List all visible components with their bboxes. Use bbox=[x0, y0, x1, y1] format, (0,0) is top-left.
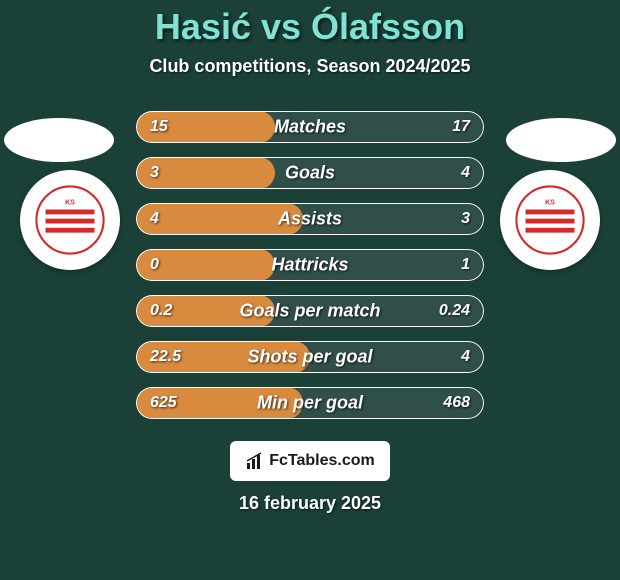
stat-row: 0 Hattricks 1 bbox=[136, 249, 484, 281]
stat-value-right: 1 bbox=[461, 256, 470, 274]
stat-row: 0.2 Goals per match 0.24 bbox=[136, 295, 484, 327]
svg-text:KS: KS bbox=[545, 200, 555, 207]
stat-value-right: 17 bbox=[452, 118, 470, 136]
stat-row: 22.5 Shots per goal 4 bbox=[136, 341, 484, 373]
stat-value-left: 22.5 bbox=[150, 348, 181, 366]
stat-label: Shots per goal bbox=[247, 347, 372, 368]
stat-label: Goals per match bbox=[239, 301, 380, 322]
stat-value-left: 15 bbox=[150, 118, 168, 136]
stat-value-right: 0.24 bbox=[439, 302, 470, 320]
stat-value-right: 4 bbox=[461, 164, 470, 182]
club-crest-right: KS bbox=[500, 170, 600, 270]
stat-value-left: 4 bbox=[150, 210, 159, 228]
crest-right-icon: KS bbox=[515, 185, 585, 255]
stat-value-left: 3 bbox=[150, 164, 159, 182]
stat-label: Hattricks bbox=[271, 255, 348, 276]
footer-logo: FcTables.com bbox=[230, 441, 390, 481]
stat-value-right: 468 bbox=[443, 394, 470, 412]
stat-row: 3 Goals 4 bbox=[136, 157, 484, 189]
stat-value-left: 0.2 bbox=[150, 302, 172, 320]
stat-value-left: 625 bbox=[150, 394, 177, 412]
stat-row: 15 Matches 17 bbox=[136, 111, 484, 143]
page-title: Hasić vs Ólafsson bbox=[155, 6, 465, 48]
footer-date: 16 february 2025 bbox=[239, 493, 381, 514]
footer-logo-text: FcTables.com bbox=[269, 452, 375, 470]
stat-label: Matches bbox=[274, 117, 346, 138]
stat-value-left: 0 bbox=[150, 256, 159, 274]
stat-row: 625 Min per goal 468 bbox=[136, 387, 484, 419]
club-crest-left: KS bbox=[20, 170, 120, 270]
stat-value-right: 3 bbox=[461, 210, 470, 228]
stat-value-right: 4 bbox=[461, 348, 470, 366]
stat-label: Assists bbox=[278, 209, 342, 230]
page-subtitle: Club competitions, Season 2024/2025 bbox=[149, 56, 470, 77]
stat-row: 4 Assists 3 bbox=[136, 203, 484, 235]
flag-right bbox=[506, 118, 616, 162]
flag-left bbox=[4, 118, 114, 162]
crest-left-icon: KS bbox=[35, 185, 105, 255]
stat-label: Goals bbox=[285, 163, 335, 184]
stats-container: 15 Matches 17 3 Goals 4 4 Assists 3 0 Hattricks 1 0.… bbox=[136, 111, 484, 419]
chart-icon bbox=[245, 451, 265, 471]
stat-label: Min per goal bbox=[257, 393, 363, 414]
svg-text:KS: KS bbox=[65, 200, 75, 207]
content-container: Hasić vs Ólafsson Club competitions, Sea… bbox=[0, 0, 620, 580]
